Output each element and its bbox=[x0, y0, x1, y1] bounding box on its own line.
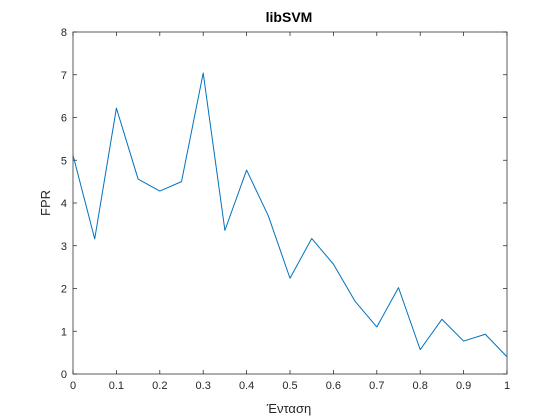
x-axis-label: Ένταση bbox=[266, 401, 311, 416]
x-tick-label: 0.7 bbox=[369, 380, 384, 392]
x-tick-label: 0.9 bbox=[456, 380, 471, 392]
y-tick-label: 1 bbox=[61, 326, 67, 338]
x-tick-label: 0.4 bbox=[239, 380, 254, 392]
x-tick-label: 0.8 bbox=[413, 380, 428, 392]
x-tick-label: 1 bbox=[504, 380, 510, 392]
y-tick-label: 6 bbox=[61, 113, 67, 125]
y-tick-label: 4 bbox=[61, 198, 67, 210]
x-tick-label: 0.1 bbox=[109, 380, 124, 392]
y-tick-label: 3 bbox=[61, 241, 67, 253]
x-tick-label: 0.3 bbox=[196, 380, 211, 392]
chart-title: libSVM bbox=[266, 9, 313, 25]
x-tick-label: 0.5 bbox=[282, 380, 297, 392]
x-tick-label: 0.2 bbox=[152, 380, 167, 392]
x-tick-label: 0.6 bbox=[326, 380, 341, 392]
y-tick-label: 2 bbox=[61, 284, 67, 296]
y-tick-label: 8 bbox=[61, 27, 67, 39]
y-tick-label: 7 bbox=[61, 70, 67, 82]
x-tick-label: 0 bbox=[70, 380, 76, 392]
y-tick-label: 5 bbox=[61, 155, 67, 167]
y-axis-label: FPR bbox=[38, 190, 53, 216]
y-tick-label: 0 bbox=[61, 369, 67, 381]
plot-area bbox=[73, 32, 507, 374]
